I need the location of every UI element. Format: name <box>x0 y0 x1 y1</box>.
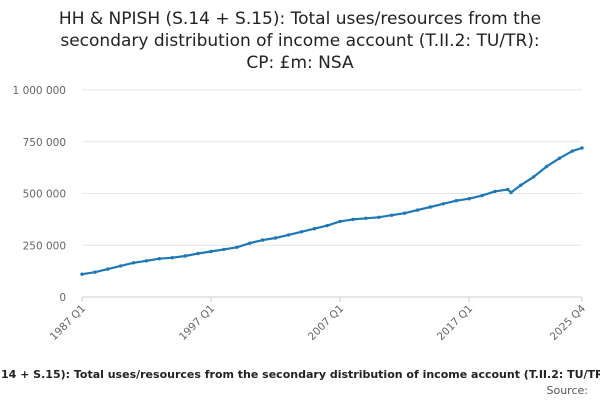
data-point <box>557 156 562 160</box>
data-point <box>570 149 574 153</box>
data-point <box>273 236 278 240</box>
y-tick-label: 0 <box>59 292 66 304</box>
x-tick-label: 1987 Q1 <box>48 303 88 343</box>
data-point <box>580 146 584 150</box>
data-point <box>454 199 458 203</box>
data-point <box>390 213 394 217</box>
data-point <box>235 245 239 249</box>
data-point <box>170 256 174 260</box>
data-point <box>544 164 549 169</box>
data-point <box>286 233 291 237</box>
chart-title-line-1: HH & NPISH (S.14 + S.15): Total uses/res… <box>59 9 541 29</box>
data-point <box>351 217 355 222</box>
data-point <box>209 249 213 254</box>
data-point <box>93 270 97 274</box>
series-group <box>80 146 584 276</box>
data-point <box>441 202 445 206</box>
data-point <box>480 193 484 198</box>
data-point <box>196 251 200 256</box>
y-tick-label: 1 000 000 <box>13 85 66 97</box>
data-point <box>325 223 329 228</box>
chart-title-line-3: CP: £m: NSA <box>246 53 354 73</box>
x-axis: 1987 Q1 1997 Q1 2007 Q1 2017 Q1 2025 Q4 <box>48 296 589 343</box>
data-point <box>506 187 510 192</box>
x-tick-label: 1997 Q1 <box>177 303 217 343</box>
footer-source: Source: <box>547 384 589 397</box>
grid-lines <box>82 89 582 246</box>
footer-series-title: HH & NPISH (S.14 + S.15): Total uses/res… <box>0 368 600 381</box>
data-point <box>493 189 497 194</box>
y-axis-tick-labels: 0 250 000 500 000 750 000 1 000 000 <box>13 85 66 304</box>
data-point <box>222 247 226 252</box>
chart-title-line-2: secondary distribution of income account… <box>60 31 539 51</box>
y-tick-label: 500 000 <box>23 189 66 201</box>
data-point <box>402 211 407 215</box>
data-point <box>415 208 420 212</box>
y-tick-label: 250 000 <box>23 240 66 252</box>
data-point <box>364 216 368 220</box>
data-point <box>377 215 381 219</box>
data-point <box>131 261 136 265</box>
data-point <box>248 241 252 245</box>
data-point <box>299 230 304 234</box>
data-point <box>531 175 536 179</box>
x-tick-label: 2007 Q1 <box>306 303 346 343</box>
data-point <box>519 183 523 187</box>
data-point <box>312 227 316 231</box>
data-point <box>80 272 84 276</box>
data-point <box>428 205 433 209</box>
data-point <box>144 259 149 263</box>
y-tick-label: 750 000 <box>23 137 66 149</box>
data-point <box>338 219 342 224</box>
x-tick-label: 2017 Q1 <box>435 303 475 343</box>
data-point <box>119 264 123 268</box>
data-point <box>509 190 513 195</box>
data-point <box>157 257 162 261</box>
data-point <box>260 238 265 242</box>
series-line <box>80 146 584 276</box>
data-point <box>467 197 471 201</box>
data-point <box>106 267 110 271</box>
chart-title: HH & NPISH (S.14 + S.15): Total uses/res… <box>59 9 541 73</box>
x-tick-label: 2025 Q4 <box>548 302 589 343</box>
data-point <box>183 254 187 258</box>
